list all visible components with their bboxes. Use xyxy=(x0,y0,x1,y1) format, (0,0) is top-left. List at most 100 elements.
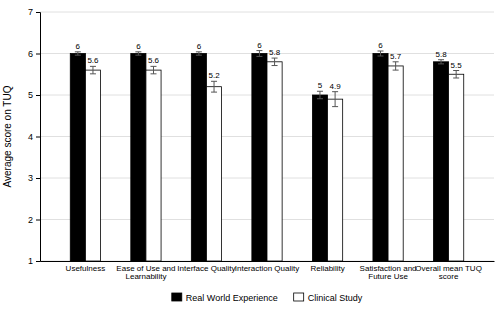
bar xyxy=(146,70,161,261)
y-tick-label: 4 xyxy=(28,132,33,142)
error-bar-stem xyxy=(153,66,154,73)
error-bar-cap xyxy=(135,51,141,52)
error-bar-cap xyxy=(211,81,217,82)
bar xyxy=(449,74,464,261)
bar xyxy=(206,87,221,261)
y-tick-label: 5 xyxy=(28,90,33,100)
error-bar xyxy=(135,52,141,55)
data-labels: 6666565.85.65.65.25.84.95.75.5 xyxy=(76,41,463,91)
error-bar-cap xyxy=(75,51,81,52)
error-bar xyxy=(332,92,338,107)
error-bar xyxy=(75,52,81,55)
error-bar xyxy=(393,62,399,70)
error-bar xyxy=(272,58,278,65)
y-tick-mark xyxy=(36,95,40,96)
data-label: 5.8 xyxy=(435,50,447,59)
error-bar xyxy=(256,51,262,57)
marks xyxy=(70,51,463,261)
y-tick: 5 xyxy=(28,90,40,100)
error-bar xyxy=(196,52,202,55)
error-bar-cap xyxy=(438,59,444,60)
error-bar-cap xyxy=(453,77,459,78)
bar xyxy=(131,54,146,262)
error-bar-cap xyxy=(90,66,96,67)
data-label: 6 xyxy=(378,41,383,50)
error-bar-cap xyxy=(272,58,278,59)
legend-item: Real World Experience xyxy=(172,293,278,303)
error-bar-stem xyxy=(441,60,442,64)
error-bar xyxy=(453,71,459,78)
bar-series xyxy=(70,51,448,261)
bar xyxy=(328,99,343,261)
legend-label: Clinical Study xyxy=(308,293,363,303)
error-bar-cap xyxy=(393,70,399,71)
error-bar-stem xyxy=(380,51,381,56)
y-tick-mark xyxy=(36,220,40,221)
y-tick-label: 3 xyxy=(28,173,33,183)
grid xyxy=(40,12,494,261)
error-bar-cap xyxy=(393,61,399,62)
error-bar xyxy=(438,60,444,64)
y-tick-mark xyxy=(36,137,40,138)
data-label: 5.8 xyxy=(269,48,281,57)
error-bar-stem xyxy=(92,66,93,73)
bar xyxy=(267,62,282,261)
legend-label: Real World Experience xyxy=(186,293,278,303)
error-bar-cap xyxy=(196,51,202,52)
x-tick: Satisfaction andFuture Use xyxy=(360,264,417,282)
error-bar-cap xyxy=(438,63,444,64)
x-axis-line xyxy=(41,261,495,262)
y-tick: 7 xyxy=(28,7,40,17)
bar xyxy=(70,54,85,262)
y-axis-line xyxy=(36,13,41,262)
x-tick-label: Interface Quality xyxy=(177,264,235,273)
y-tick: 1 xyxy=(28,256,40,266)
error-bar xyxy=(317,91,323,98)
error-bar-cap xyxy=(317,98,323,99)
data-label: 6 xyxy=(257,41,262,50)
error-bar-stem xyxy=(456,71,457,78)
x-tick: Interface Quality xyxy=(177,264,235,273)
data-label: 6 xyxy=(136,42,141,51)
x-tick-label: Usefulness xyxy=(66,264,106,273)
legend-item: Clinical Study xyxy=(294,293,363,303)
error-bar-stem xyxy=(214,81,215,92)
chart: 1 2 3 4 5 6 7 Usefulness Ease of Use andLearnabi… xyxy=(0,0,500,317)
error-bar-cap xyxy=(196,55,202,56)
error-bar-cap xyxy=(332,106,338,107)
error-bar-stem xyxy=(319,91,320,98)
y-tick: 2 xyxy=(28,215,40,225)
bar xyxy=(312,95,327,261)
bar xyxy=(433,62,448,261)
y-axis: 1234567 xyxy=(28,7,41,266)
error-bar-cap xyxy=(135,55,141,56)
error-bar-stem xyxy=(335,92,336,107)
error-bar-cap xyxy=(272,65,278,66)
error-bar xyxy=(151,66,157,73)
legend-swatch xyxy=(172,293,182,301)
x-axis: UsefulnessEase of Use andLearnabilityInt… xyxy=(41,262,495,282)
error-bar-cap xyxy=(256,50,262,51)
x-tick-label: Interaction Quality xyxy=(235,264,299,273)
data-label: 5.2 xyxy=(208,71,220,80)
data-label: 5.6 xyxy=(87,56,99,65)
x-tick: Reliability xyxy=(310,264,344,273)
grid-line xyxy=(40,12,494,13)
error-bar-cap xyxy=(90,73,96,74)
error-bar xyxy=(90,66,96,73)
bar-series xyxy=(85,58,463,261)
x-tick-label: Reliability xyxy=(310,264,344,273)
bar xyxy=(191,54,206,262)
error-bar-stem xyxy=(259,51,260,57)
x-tick: Interaction Quality xyxy=(235,264,299,273)
x-tick-label: Ease of Use andLearnability xyxy=(116,264,175,282)
y-tick: 3 xyxy=(28,173,40,183)
error-bar-cap xyxy=(378,55,384,56)
error-bar xyxy=(211,81,217,92)
error-bar-cap xyxy=(211,92,217,93)
error-bar-cap xyxy=(151,66,157,67)
x-tick: Overall mean TUQscore xyxy=(415,264,482,282)
y-tick: 4 xyxy=(28,132,40,142)
legend-swatch xyxy=(294,293,304,301)
y-tick-label: 2 xyxy=(28,215,33,225)
